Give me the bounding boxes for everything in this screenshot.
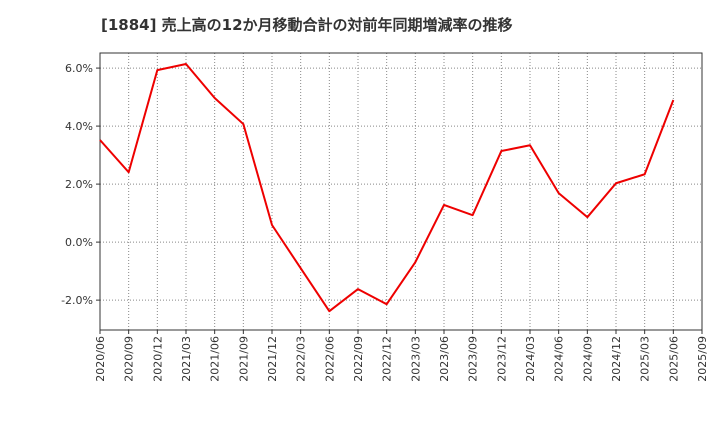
x-tick-label: 2021/09 <box>237 336 250 382</box>
x-tick-label: 2024/03 <box>524 336 537 382</box>
x-tick-label: 2022/09 <box>352 336 365 382</box>
y-tick-label: 6.0% <box>65 62 93 75</box>
x-tick-label: 2020/12 <box>151 336 164 382</box>
y-tick-label: -2.0% <box>61 294 93 307</box>
x-tick-label: 2021/03 <box>180 336 193 382</box>
x-tick-label: 2023/06 <box>438 336 451 382</box>
x-tick-label: 2021/12 <box>266 336 279 382</box>
x-tick-label: 2025/09 <box>696 336 709 382</box>
x-tick-label: 2025/03 <box>639 336 652 382</box>
x-tick-label: 2022/12 <box>381 336 394 382</box>
x-tick-label: 2025/06 <box>667 336 680 382</box>
x-tick-label: 2022/06 <box>323 336 336 382</box>
x-tick-label: 2023/12 <box>495 336 508 382</box>
x-tick-label: 2023/03 <box>409 336 422 382</box>
chart-title: [1884] 売上高の12か月移動合計の対前年同期増減率の推移 <box>101 16 513 34</box>
plot-frame <box>99 52 703 331</box>
x-tick-label: 2022/03 <box>295 336 308 382</box>
y-tick-label: 4.0% <box>65 120 93 133</box>
x-tick-label: 2024/09 <box>581 336 594 382</box>
x-tick-label: 2023/09 <box>467 336 480 382</box>
x-tick-label: 2020/09 <box>123 336 136 382</box>
y-tick-label: 2.0% <box>65 178 93 191</box>
x-tick-label: 2021/06 <box>209 336 222 382</box>
y-tick-label: 0.0% <box>65 236 93 249</box>
x-tick-label: 2024/06 <box>553 336 566 382</box>
x-tick-label: 2024/12 <box>610 336 623 382</box>
x-tick-label: 2020/06 <box>94 336 107 382</box>
